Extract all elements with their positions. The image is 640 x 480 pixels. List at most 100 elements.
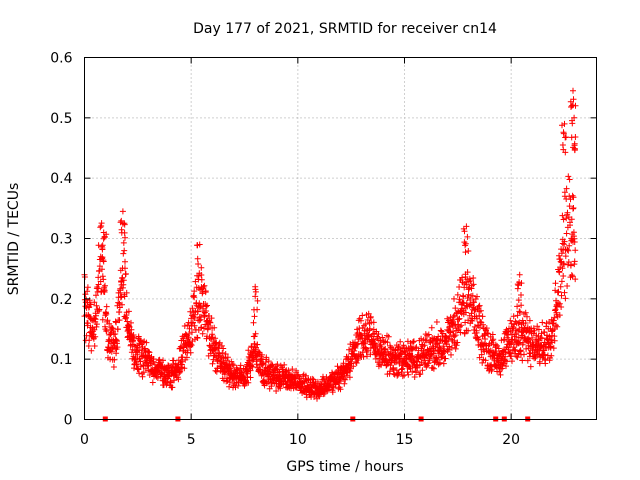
data-point xyxy=(522,320,529,326)
data-point xyxy=(170,357,177,364)
data-point xyxy=(337,386,344,393)
data-point xyxy=(453,342,460,349)
data-point xyxy=(115,299,122,306)
data-point xyxy=(473,329,480,336)
data-point xyxy=(211,324,218,331)
data-point xyxy=(208,315,215,322)
data-point xyxy=(518,292,524,298)
data-point xyxy=(218,342,225,349)
data-point xyxy=(100,229,107,236)
data-point xyxy=(425,331,432,338)
data-point xyxy=(171,377,178,384)
data-point xyxy=(189,312,195,319)
data-point xyxy=(518,280,525,287)
data-point xyxy=(418,335,425,342)
data-point xyxy=(181,365,188,372)
data-point xyxy=(93,321,100,328)
data-point xyxy=(353,341,360,348)
data-point xyxy=(508,353,515,360)
data-point xyxy=(454,339,461,346)
data-point xyxy=(524,357,531,364)
data-point xyxy=(119,208,126,215)
data-point xyxy=(93,312,99,319)
data-point xyxy=(377,341,384,348)
data-point xyxy=(555,288,562,295)
data-point xyxy=(140,369,147,376)
data-point xyxy=(118,226,125,233)
data-point xyxy=(128,319,134,326)
data-point xyxy=(119,301,125,308)
data-point xyxy=(556,300,563,307)
data-point xyxy=(571,239,578,245)
data-point xyxy=(407,365,414,372)
data-point xyxy=(413,368,419,375)
data-point xyxy=(102,282,108,289)
data-point xyxy=(263,380,270,387)
y-tick-label: 0.5 xyxy=(50,111,72,127)
data-point xyxy=(191,294,198,301)
data-point xyxy=(195,308,201,315)
data-point xyxy=(250,319,257,326)
data-point xyxy=(564,209,571,216)
data-point xyxy=(343,372,350,379)
data-point xyxy=(289,366,296,373)
y-tick-labels: 0 0.1 0.2 0.3 0.4 0.5 0.6 xyxy=(50,51,72,429)
y-tick-label: 0.3 xyxy=(50,232,72,248)
data-point xyxy=(426,357,433,364)
data-point xyxy=(526,317,533,324)
x-axis-label: GPS time / hours xyxy=(286,459,403,475)
data-point xyxy=(394,372,401,379)
data-point xyxy=(485,330,492,337)
data-point xyxy=(139,373,146,380)
data-point xyxy=(128,326,135,333)
data-point xyxy=(413,344,420,351)
data-point xyxy=(212,335,219,342)
data-point xyxy=(274,361,281,368)
data-point xyxy=(567,98,574,105)
data-point xyxy=(114,344,121,351)
data-point xyxy=(198,324,205,331)
data-point xyxy=(92,333,99,340)
data-point xyxy=(541,329,548,336)
data-point xyxy=(172,360,179,367)
x-tick-labels: 0 5 10 15 20 xyxy=(80,432,520,448)
data-point xyxy=(169,384,176,391)
data-point xyxy=(245,347,252,354)
data-point xyxy=(134,351,141,358)
data-point xyxy=(397,338,404,345)
data-point xyxy=(474,336,481,343)
data-point xyxy=(96,306,103,313)
data-point xyxy=(455,316,462,323)
data-point xyxy=(558,304,565,310)
data-point xyxy=(91,299,98,306)
data-point xyxy=(191,288,198,295)
data-point xyxy=(532,354,539,361)
data-point xyxy=(484,330,491,337)
data-point xyxy=(515,320,522,327)
data-point xyxy=(559,212,566,219)
data-point xyxy=(512,347,519,354)
data-point xyxy=(429,364,436,371)
data-point xyxy=(539,319,546,326)
data-point xyxy=(232,384,239,391)
data-point xyxy=(99,266,105,273)
data-point xyxy=(122,270,129,277)
data-point xyxy=(321,390,328,397)
data-point xyxy=(436,359,443,366)
data-point xyxy=(565,173,572,180)
data-point xyxy=(201,282,208,289)
data-point xyxy=(362,340,369,347)
data-point xyxy=(259,351,265,358)
data-point xyxy=(350,363,357,370)
data-point xyxy=(253,344,259,351)
data-point xyxy=(514,354,521,361)
data-point xyxy=(419,367,426,374)
data-point xyxy=(439,330,446,337)
data-point xyxy=(189,329,195,336)
data-point xyxy=(358,317,364,324)
data-point xyxy=(375,331,382,337)
data-point xyxy=(448,336,455,343)
data-point xyxy=(560,273,567,279)
data-point xyxy=(120,239,127,246)
